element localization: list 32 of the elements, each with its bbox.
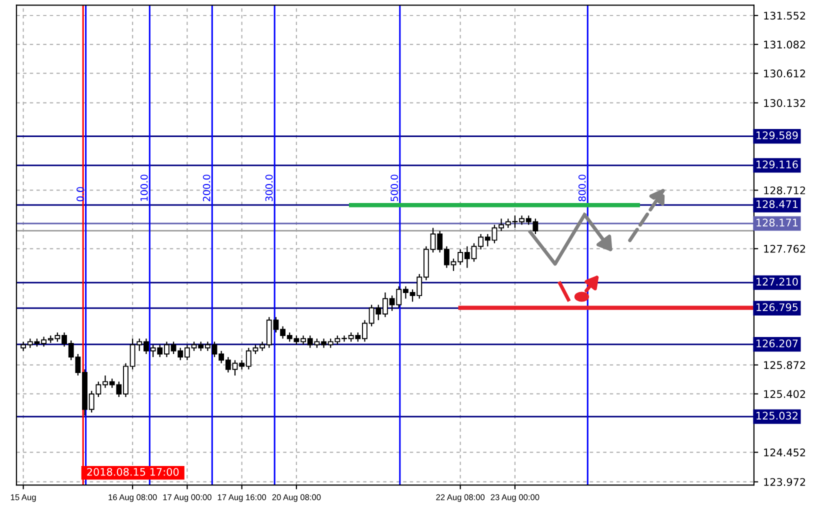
annotation: 200.0	[202, 174, 210, 202]
ref-line-label: 126.207	[756, 339, 798, 348]
x-tick-label: 17 Aug 00:00	[163, 494, 212, 502]
y-tick-label: 131.552	[764, 12, 806, 20]
y-tick-label: 124.452	[764, 448, 806, 456]
x-tick-label: 22 Aug 08:00	[436, 494, 485, 502]
ref-line-label: 128.471	[756, 200, 798, 208]
y-tick-label: 130.612	[764, 70, 806, 78]
y-tick-label: 128.712	[764, 186, 806, 194]
annotation: 100.0	[140, 174, 148, 201]
annotation: 500.0	[390, 174, 398, 202]
y-tick-label: 125.872	[764, 361, 806, 370]
ref-line-label: 129.589	[756, 131, 798, 140]
y-tick-label: 123.972	[764, 478, 806, 486]
y-tick-label: 131.082	[764, 40, 806, 49]
annotation: 300.0	[265, 174, 273, 202]
ref-line-label: 129.116	[756, 160, 798, 168]
y-tick-label: 127.762	[764, 244, 806, 253]
x-tick-label: 23 Aug 00:00	[490, 494, 540, 502]
x-tick-label: 15 Aug	[10, 494, 36, 502]
x-tick-label: 20 Aug 08:00	[272, 494, 321, 502]
ref-line-label: 127.210	[756, 278, 798, 286]
x-tick-label: 16 Aug 08:00	[108, 494, 157, 502]
y-tick-label: 125.402	[764, 390, 806, 398]
annotation: 800.0	[578, 174, 586, 202]
annotation: 0.0	[76, 187, 84, 202]
annotation: 2018.08.15 17:00	[87, 468, 179, 476]
ref-line-label: 128.171	[756, 218, 798, 227]
ref-line-label: 125.032	[756, 412, 798, 420]
ref-line-label: 126.795	[756, 303, 798, 312]
y-tick-label: 130.132	[764, 99, 806, 107]
x-tick-label: 17 Aug 16:00	[218, 494, 266, 502]
